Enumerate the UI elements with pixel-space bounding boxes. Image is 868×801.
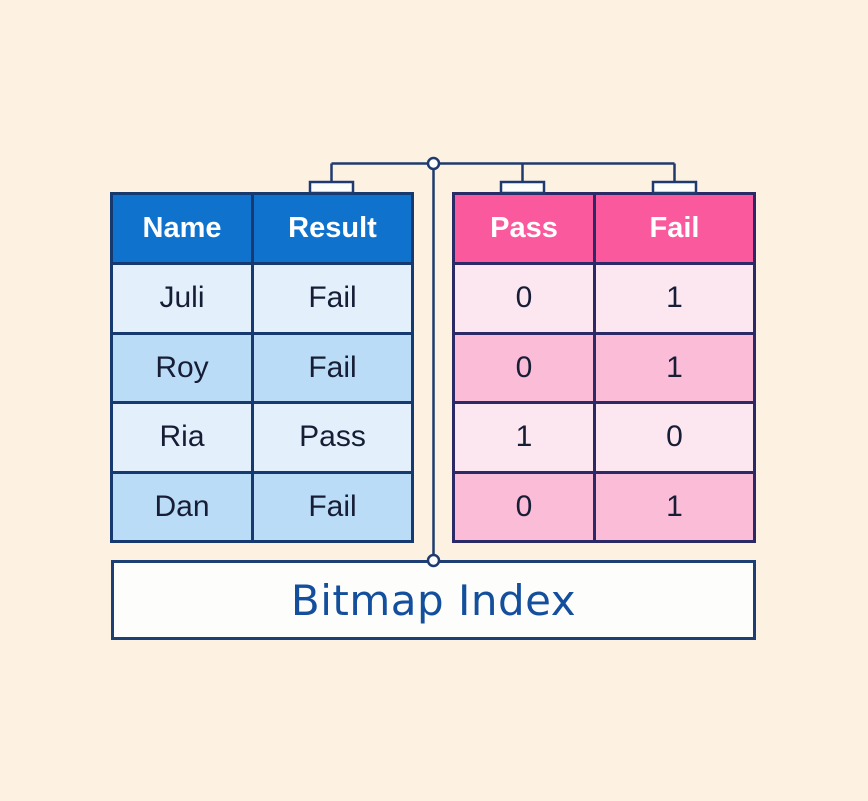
table-cell: Dan: [113, 470, 251, 540]
table-cell: 1: [593, 331, 753, 401]
table-cell: Ria: [113, 401, 251, 471]
table-cell: 0: [455, 331, 593, 401]
table-cell: Roy: [113, 331, 251, 401]
source-table-header-name: Name: [113, 195, 251, 262]
caption-label: Bitmap Index: [290, 575, 577, 625]
bitmap-table-header-fail: Fail: [593, 195, 753, 262]
table-cell: Fail: [251, 262, 411, 332]
bitmap-table: Pass Fail 0 1 0 1 1 0 0 1: [452, 192, 756, 543]
table-cell: Fail: [251, 470, 411, 540]
table-cell: Juli: [113, 262, 251, 332]
table-cell: 0: [455, 470, 593, 540]
caption-box: Bitmap Index: [111, 560, 756, 640]
table-cell: 1: [593, 262, 753, 332]
bitmap-table-header-pass: Pass: [455, 195, 593, 262]
table-cell: 0: [593, 401, 753, 471]
table-cell: 1: [455, 401, 593, 471]
junction-dot-top: [426, 156, 441, 171]
table-cell: Pass: [251, 401, 411, 471]
table-cell: Fail: [251, 331, 411, 401]
table-cell: 0: [455, 262, 593, 332]
source-table-header-result: Result: [251, 195, 411, 262]
table-cell: 1: [593, 470, 753, 540]
source-table: Name Result Juli Fail Roy Fail Ria Pass …: [110, 192, 414, 543]
